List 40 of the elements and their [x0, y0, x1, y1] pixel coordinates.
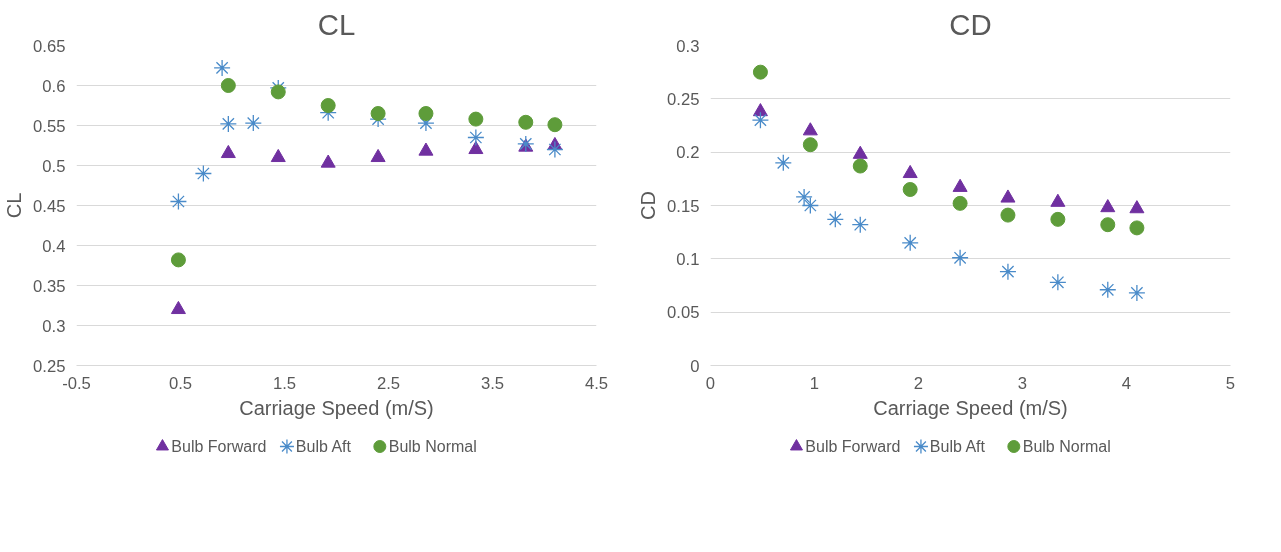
- y-tick-label: 0.6: [42, 76, 66, 96]
- y-tick-label: 0.05: [667, 303, 700, 323]
- x-axis-title: Carriage Speed (m/S): [239, 396, 434, 419]
- y-tick-label: 0.15: [667, 196, 700, 216]
- legend-label: Bulb Normal: [388, 438, 477, 455]
- chart-title: CD: [949, 7, 992, 41]
- y-tick-label: 0.1: [676, 249, 700, 269]
- x-tick-label: 3: [1017, 373, 1028, 393]
- y-tick-label: 0.3: [676, 36, 700, 56]
- x-tick-label: 4.5: [584, 373, 609, 393]
- x-tick-label: 5: [1225, 373, 1236, 393]
- y-tick-label: 0.4: [42, 236, 66, 256]
- y-tick-label: 0.55: [33, 116, 66, 136]
- y-tick-label: 0.3: [42, 316, 66, 336]
- x-tick-label: 1: [809, 373, 820, 393]
- legend-label: Bulb Aft: [929, 438, 986, 455]
- legend-label: Bulb Aft: [295, 438, 352, 455]
- y-tick-label: 0.45: [33, 196, 66, 216]
- y-axis-title: CL: [3, 192, 26, 219]
- legend-label: Bulb Forward: [171, 438, 267, 455]
- x-tick-label: 2.5: [376, 373, 401, 393]
- x-tick-label: 4: [1121, 373, 1132, 393]
- legend-label: Bulb Normal: [1022, 438, 1111, 455]
- y-tick-label: 0.35: [33, 276, 66, 296]
- x-tick-label: -0.5: [62, 373, 91, 393]
- y-tick-label: 0.65: [33, 36, 66, 56]
- y-tick-label: 0.25: [33, 356, 66, 376]
- chart-title: CL: [317, 7, 356, 41]
- y-tick-label: 0.5: [42, 156, 66, 176]
- x-axis-title: Carriage Speed (m/S): [873, 396, 1068, 419]
- legend-label: Bulb Forward: [805, 438, 901, 455]
- y-tick-label: 0.2: [676, 143, 700, 163]
- x-tick-label: 0.5: [168, 373, 193, 393]
- x-tick-label: 2: [913, 373, 924, 393]
- x-tick-label: 0: [705, 373, 716, 393]
- y-axis-title: CD: [637, 191, 660, 220]
- x-tick-label: 3.5: [480, 373, 505, 393]
- x-tick-label: 1.5: [272, 373, 297, 393]
- y-tick-label: 0.25: [667, 89, 700, 109]
- y-tick-label: 0: [690, 356, 700, 376]
